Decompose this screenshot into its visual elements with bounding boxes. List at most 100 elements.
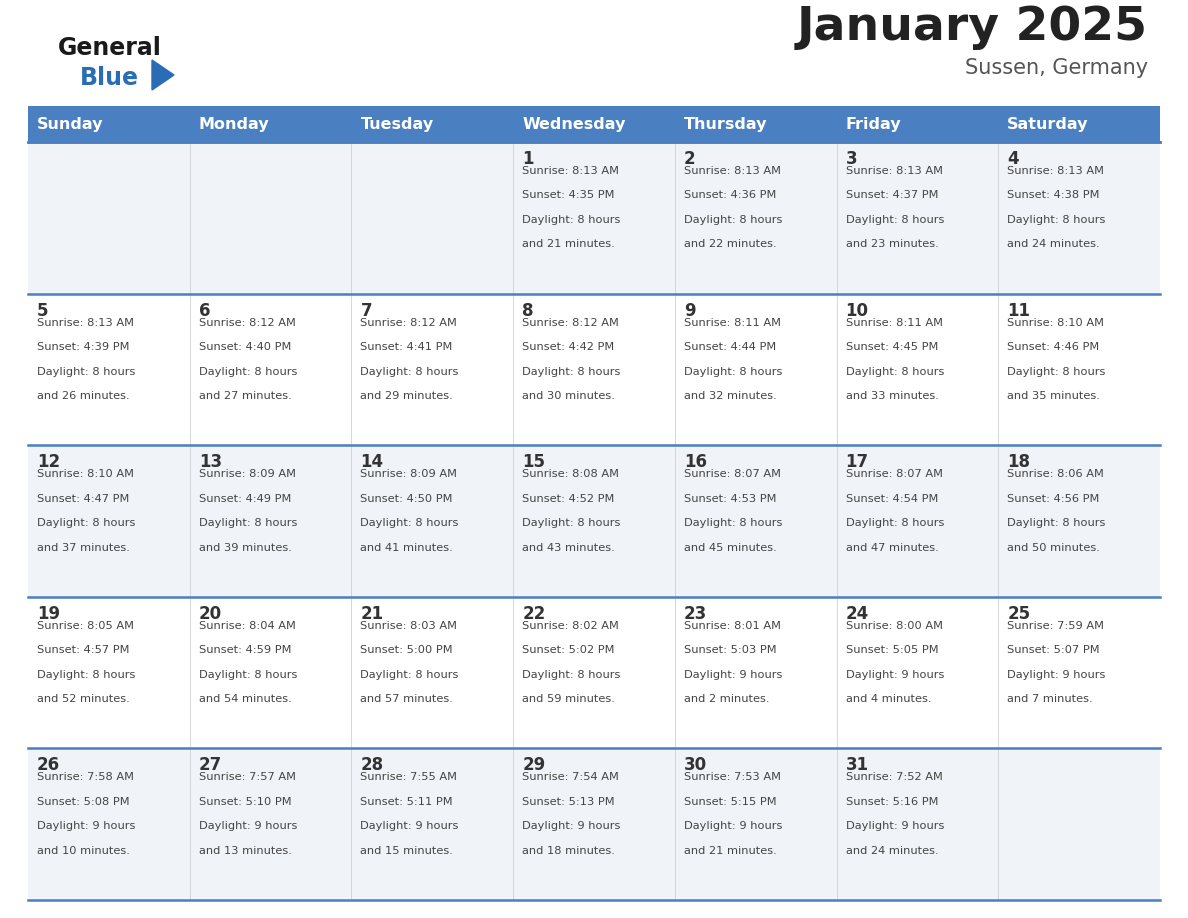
Text: Sunrise: 8:05 AM: Sunrise: 8:05 AM [37,621,134,631]
FancyBboxPatch shape [352,748,513,900]
Text: 31: 31 [846,756,868,775]
Text: Sunrise: 8:12 AM: Sunrise: 8:12 AM [523,318,619,328]
Text: Sunset: 4:40 PM: Sunset: 4:40 PM [198,342,291,352]
Text: Sunrise: 8:13 AM: Sunrise: 8:13 AM [1007,166,1105,176]
Text: Sunset: 4:45 PM: Sunset: 4:45 PM [846,342,939,352]
Text: Sunrise: 8:02 AM: Sunrise: 8:02 AM [523,621,619,631]
Text: Daylight: 8 hours: Daylight: 8 hours [360,366,459,376]
Text: Sunrise: 7:57 AM: Sunrise: 7:57 AM [198,772,296,782]
Text: Daylight: 9 hours: Daylight: 9 hours [846,822,944,832]
Text: Sunset: 4:42 PM: Sunset: 4:42 PM [523,342,614,352]
Text: Daylight: 9 hours: Daylight: 9 hours [360,822,459,832]
Text: Sunset: 4:53 PM: Sunset: 4:53 PM [684,494,776,504]
Text: Sunrise: 8:01 AM: Sunrise: 8:01 AM [684,621,781,631]
Text: 12: 12 [37,453,61,471]
Text: and 15 minutes.: and 15 minutes. [360,845,454,856]
FancyBboxPatch shape [190,294,352,445]
Text: 25: 25 [1007,605,1030,622]
Text: 29: 29 [523,756,545,775]
Text: Sunrise: 8:04 AM: Sunrise: 8:04 AM [198,621,296,631]
Text: and 27 minutes.: and 27 minutes. [198,391,291,401]
Text: Tuesday: Tuesday [360,117,434,131]
FancyBboxPatch shape [513,748,675,900]
Text: and 39 minutes.: and 39 minutes. [198,543,291,553]
Text: Sunrise: 8:13 AM: Sunrise: 8:13 AM [37,318,134,328]
Text: Sunset: 4:59 PM: Sunset: 4:59 PM [198,645,291,655]
Text: Daylight: 9 hours: Daylight: 9 hours [37,822,135,832]
Text: Sunset: 4:46 PM: Sunset: 4:46 PM [1007,342,1100,352]
Text: 16: 16 [684,453,707,471]
Text: Sunrise: 8:09 AM: Sunrise: 8:09 AM [198,469,296,479]
Text: Sunrise: 8:09 AM: Sunrise: 8:09 AM [360,469,457,479]
Text: and 22 minutes.: and 22 minutes. [684,240,777,250]
Text: 27: 27 [198,756,222,775]
Text: Saturday: Saturday [1007,117,1088,131]
Text: and 32 minutes.: and 32 minutes. [684,391,777,401]
Text: Daylight: 9 hours: Daylight: 9 hours [846,670,944,679]
Text: Sunset: 4:38 PM: Sunset: 4:38 PM [1007,190,1100,200]
Text: Daylight: 8 hours: Daylight: 8 hours [37,670,135,679]
Text: Thursday: Thursday [684,117,767,131]
FancyBboxPatch shape [675,597,836,748]
Text: Sunrise: 8:07 AM: Sunrise: 8:07 AM [684,469,781,479]
Text: General: General [58,36,162,60]
Text: and 24 minutes.: and 24 minutes. [1007,240,1100,250]
FancyBboxPatch shape [675,748,836,900]
FancyBboxPatch shape [675,106,836,142]
Text: 24: 24 [846,605,868,622]
Text: 18: 18 [1007,453,1030,471]
FancyBboxPatch shape [29,597,190,748]
Text: 7: 7 [360,302,372,319]
Text: Sunrise: 8:07 AM: Sunrise: 8:07 AM [846,469,942,479]
FancyBboxPatch shape [352,142,513,294]
Text: 2: 2 [684,150,695,168]
Text: 23: 23 [684,605,707,622]
Text: and 50 minutes.: and 50 minutes. [1007,543,1100,553]
Text: Daylight: 8 hours: Daylight: 8 hours [684,518,782,528]
Text: Sunset: 5:08 PM: Sunset: 5:08 PM [37,797,129,807]
Text: Sunrise: 8:11 AM: Sunrise: 8:11 AM [846,318,942,328]
Text: Sunset: 4:54 PM: Sunset: 4:54 PM [846,494,939,504]
Text: Sunset: 5:10 PM: Sunset: 5:10 PM [198,797,291,807]
Text: and 23 minutes.: and 23 minutes. [846,240,939,250]
FancyBboxPatch shape [29,294,190,445]
Text: Daylight: 8 hours: Daylight: 8 hours [198,670,297,679]
Text: Sunset: 5:03 PM: Sunset: 5:03 PM [684,645,777,655]
Text: Daylight: 8 hours: Daylight: 8 hours [37,366,135,376]
Text: Daylight: 8 hours: Daylight: 8 hours [360,670,459,679]
Text: and 52 minutes.: and 52 minutes. [37,694,129,704]
Text: 21: 21 [360,605,384,622]
Text: Sunrise: 8:08 AM: Sunrise: 8:08 AM [523,469,619,479]
Text: and 21 minutes.: and 21 minutes. [684,845,777,856]
Text: Daylight: 8 hours: Daylight: 8 hours [1007,518,1106,528]
Text: and 18 minutes.: and 18 minutes. [523,845,615,856]
Text: 9: 9 [684,302,695,319]
Text: 26: 26 [37,756,61,775]
FancyBboxPatch shape [998,748,1159,900]
Text: Daylight: 8 hours: Daylight: 8 hours [523,215,620,225]
FancyBboxPatch shape [513,597,675,748]
Text: Sunset: 4:52 PM: Sunset: 4:52 PM [523,494,614,504]
FancyBboxPatch shape [998,597,1159,748]
Text: Sunrise: 8:11 AM: Sunrise: 8:11 AM [684,318,781,328]
FancyBboxPatch shape [675,142,836,294]
Text: Daylight: 9 hours: Daylight: 9 hours [1007,670,1106,679]
Text: Sunrise: 8:13 AM: Sunrise: 8:13 AM [523,166,619,176]
Text: and 45 minutes.: and 45 minutes. [684,543,777,553]
Text: Daylight: 8 hours: Daylight: 8 hours [684,215,782,225]
Text: 19: 19 [37,605,61,622]
FancyBboxPatch shape [29,142,190,294]
Text: Sunrise: 7:58 AM: Sunrise: 7:58 AM [37,772,134,782]
Text: 28: 28 [360,756,384,775]
FancyBboxPatch shape [998,142,1159,294]
Text: Daylight: 9 hours: Daylight: 9 hours [684,670,782,679]
Text: Sunset: 5:13 PM: Sunset: 5:13 PM [523,797,614,807]
Text: 11: 11 [1007,302,1030,319]
Text: Sunrise: 7:52 AM: Sunrise: 7:52 AM [846,772,942,782]
Text: Friday: Friday [846,117,902,131]
Text: and 57 minutes.: and 57 minutes. [360,694,454,704]
FancyBboxPatch shape [190,106,352,142]
Text: Daylight: 9 hours: Daylight: 9 hours [198,822,297,832]
FancyBboxPatch shape [190,142,352,294]
Text: and 13 minutes.: and 13 minutes. [198,845,291,856]
